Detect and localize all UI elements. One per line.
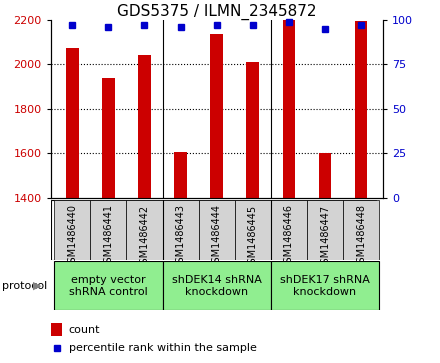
Text: protocol: protocol (2, 281, 48, 291)
FancyBboxPatch shape (271, 200, 307, 260)
Bar (355, 21, 367, 363)
Text: percentile rank within the sample: percentile rank within the sample (69, 343, 257, 353)
Title: GDS5375 / ILMN_2345872: GDS5375 / ILMN_2345872 (117, 4, 316, 20)
FancyBboxPatch shape (271, 261, 379, 310)
Bar (102, 78, 115, 363)
Bar (66, 48, 79, 363)
FancyBboxPatch shape (51, 200, 376, 260)
Bar (138, 55, 151, 363)
Text: GSM1486441: GSM1486441 (103, 204, 114, 269)
FancyBboxPatch shape (307, 200, 343, 260)
Text: shDEK14 shRNA
knockdown: shDEK14 shRNA knockdown (172, 275, 262, 297)
Text: shDEK17 shRNA
knockdown: shDEK17 shRNA knockdown (280, 275, 370, 297)
FancyBboxPatch shape (54, 261, 162, 310)
Text: GSM1486442: GSM1486442 (139, 204, 150, 270)
FancyBboxPatch shape (54, 200, 90, 260)
Bar (210, 34, 223, 363)
Text: GSM1486443: GSM1486443 (176, 204, 186, 269)
Text: GSM1486446: GSM1486446 (284, 204, 294, 269)
FancyBboxPatch shape (90, 200, 126, 260)
Bar (319, 153, 331, 363)
Text: GSM1486447: GSM1486447 (320, 204, 330, 270)
FancyBboxPatch shape (126, 200, 162, 260)
FancyBboxPatch shape (198, 200, 235, 260)
Text: GSM1486445: GSM1486445 (248, 204, 258, 270)
Bar (246, 62, 259, 363)
Bar (174, 152, 187, 363)
Text: GSM1486444: GSM1486444 (212, 204, 222, 269)
FancyBboxPatch shape (162, 261, 271, 310)
Text: GSM1486448: GSM1486448 (356, 204, 366, 269)
Text: ▶: ▶ (33, 281, 41, 291)
Text: count: count (69, 325, 100, 335)
Text: GSM1486440: GSM1486440 (67, 204, 77, 269)
FancyBboxPatch shape (343, 200, 379, 260)
Bar (282, 20, 295, 363)
Bar (51, 323, 62, 336)
FancyBboxPatch shape (235, 200, 271, 260)
FancyBboxPatch shape (162, 200, 198, 260)
Text: empty vector
shRNA control: empty vector shRNA control (69, 275, 148, 297)
